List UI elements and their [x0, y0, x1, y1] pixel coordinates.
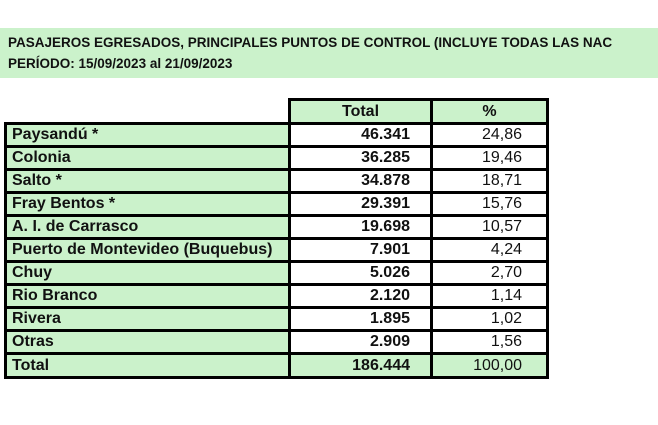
total-value: 29.391: [288, 191, 433, 217]
control-point-label: Rivera: [4, 306, 291, 332]
report-period: PERÍODO: 15/09/2023 al 21/09/2023: [8, 56, 233, 71]
table-total-row: Total 186.444 100,00: [4, 352, 549, 379]
table-header-row: Total %: [6, 98, 549, 125]
percent-value: 1,02: [430, 306, 549, 332]
table-row: Rio Branco 2.120 1,14: [4, 283, 549, 309]
table-row: Otras 2.909 1,56: [4, 329, 549, 355]
total-row-total: 186.444: [288, 352, 433, 379]
control-point-label: A. I. de Carrasco: [4, 214, 291, 240]
control-point-label: Otras: [4, 329, 291, 355]
control-point-label: Salto *: [4, 168, 291, 194]
table-row: Puerto de Montevideo (Buquebus) 7.901 4,…: [4, 237, 549, 263]
control-points-table: Total % Paysandú * 46.341 24,86 Colonia …: [4, 98, 549, 379]
percent-value: 1,56: [430, 329, 549, 355]
table-row: Paysandú * 46.341 24,86: [4, 122, 549, 148]
percent-value: 10,57: [430, 214, 549, 240]
total-value: 7.901: [288, 237, 433, 263]
table-row: Fray Bentos * 29.391 15,76: [4, 191, 549, 217]
total-value: 19.698: [288, 214, 433, 240]
control-point-label: Chuy: [4, 260, 291, 286]
total-value: 34.878: [288, 168, 433, 194]
total-value: 5.026: [288, 260, 433, 286]
total-row-label: Total: [4, 352, 291, 379]
control-point-label: Colonia: [4, 145, 291, 171]
control-point-label: Paysandú *: [4, 122, 291, 148]
table-row: A. I. de Carrasco 19.698 10,57: [4, 214, 549, 240]
table-row: Salto * 34.878 18,71: [4, 168, 549, 194]
percent-value: 1,14: [430, 283, 549, 309]
column-header-percent: %: [430, 98, 549, 125]
control-point-label: Puerto de Montevideo (Buquebus): [4, 237, 291, 263]
control-point-label: Fray Bentos *: [4, 191, 291, 217]
percent-value: 18,71: [430, 168, 549, 194]
total-value: 2.120: [288, 283, 433, 309]
table-row: Rivera 1.895 1,02: [4, 306, 549, 332]
table-row: Colonia 36.285 19,46: [4, 145, 549, 171]
percent-value: 15,76: [430, 191, 549, 217]
percent-value: 19,46: [430, 145, 549, 171]
report-title-band: PASAJEROS EGRESADOS, PRINCIPALES PUNTOS …: [0, 28, 658, 78]
percent-value: 4,24: [430, 237, 549, 263]
percent-value: 24,86: [430, 122, 549, 148]
total-value: 1.895: [288, 306, 433, 332]
total-value: 36.285: [288, 145, 433, 171]
total-value: 46.341: [288, 122, 433, 148]
total-value: 2.909: [288, 329, 433, 355]
corner-spacer: [6, 100, 290, 124]
total-row-percent: 100,00: [430, 352, 549, 379]
percent-value: 2,70: [430, 260, 549, 286]
report-title: PASAJEROS EGRESADOS, PRINCIPALES PUNTOS …: [8, 35, 613, 50]
table-row: Chuy 5.026 2,70: [4, 260, 549, 286]
control-point-label: Rio Branco: [4, 283, 291, 309]
column-header-total: Total: [288, 98, 433, 125]
